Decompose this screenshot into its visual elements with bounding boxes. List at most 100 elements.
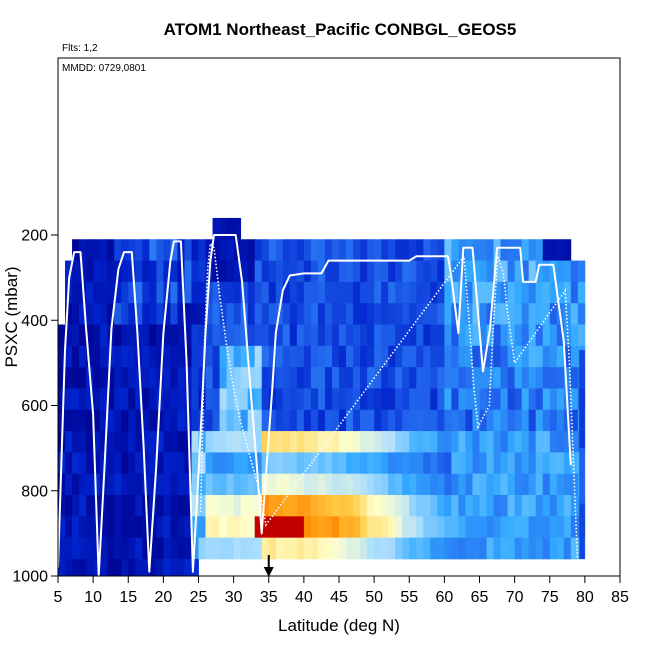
heatmap-cell (191, 367, 199, 389)
heatmap-cell (451, 388, 459, 411)
heatmap-cell (409, 345, 417, 368)
heatmap-cell (381, 452, 389, 475)
heatmap-cell (72, 558, 80, 577)
heatmap-cell (500, 239, 508, 261)
heatmap-cell (556, 431, 565, 453)
heatmap-cell (493, 367, 501, 389)
heatmap-cell (324, 537, 333, 560)
heatmap-cell (184, 324, 192, 347)
heatmap-cell (233, 281, 242, 304)
heatmap-cell (198, 281, 206, 304)
heatmap-cell (324, 367, 333, 389)
heatmap-cell (212, 537, 220, 560)
heatmap-cell (444, 367, 452, 389)
chart-title: ATOM1 Northeast_Pacific CONBGL_GEOS5 (164, 20, 517, 39)
heatmap-cell (268, 409, 277, 432)
heatmap-cell (261, 409, 270, 432)
heatmap-cell (563, 495, 572, 517)
heatmap-cell (416, 516, 424, 539)
heatmap-cell (437, 367, 445, 389)
heatmap-cell (388, 431, 396, 453)
heatmap-cell (500, 452, 508, 475)
heatmap-cell (303, 303, 312, 325)
heatmap-cell (367, 495, 375, 517)
heatmap-cell (430, 324, 438, 347)
heatmap-cell (177, 537, 185, 560)
heatmap-cell (395, 537, 403, 560)
heatmap-cell (381, 281, 389, 304)
heatmap-cell (500, 303, 508, 325)
heatmap-cell (579, 388, 585, 449)
heatmap-cell (514, 367, 523, 389)
heatmap-cell (240, 324, 249, 347)
heatmap-cell (542, 281, 551, 304)
heatmap-cell (58, 473, 66, 496)
heatmap-cell (542, 260, 551, 283)
heatmap-cell (381, 388, 389, 411)
heatmap-cell (219, 345, 227, 368)
heatmap-cell (423, 239, 431, 261)
x-tick-label: 45 (330, 589, 348, 606)
heatmap-cell (486, 345, 494, 368)
heatmap-cell (549, 367, 558, 389)
heatmap-cell (247, 260, 256, 283)
heatmap-cell (58, 367, 66, 389)
heatmap-cell (423, 345, 431, 368)
heatmap-cell (191, 452, 199, 475)
heatmap-cell (360, 537, 368, 560)
heatmap-cell (409, 239, 417, 261)
heatmap-cell (346, 260, 354, 283)
heatmap-cell (163, 473, 171, 496)
heatmap-cell (542, 367, 551, 389)
heatmap-cell (353, 303, 361, 325)
heatmap-cell (374, 409, 382, 432)
heatmap-cell (444, 303, 452, 325)
heatmap-cell (402, 409, 410, 432)
heatmap-cell (542, 495, 551, 517)
heatmap-cell (296, 303, 305, 325)
heatmap-cell (170, 452, 178, 475)
heatmap-cell (233, 431, 242, 453)
heatmap-cell (507, 409, 516, 432)
heatmap-cell (289, 452, 298, 475)
heatmap-cell (458, 431, 466, 453)
heatmap-cell (465, 495, 473, 517)
heatmap-cell (528, 303, 537, 325)
x-tick-label: 60 (435, 589, 453, 606)
heatmap-cell (79, 537, 87, 560)
heatmap-cell (395, 431, 403, 453)
heatmap-cell (339, 388, 347, 411)
heatmap-cell (86, 516, 94, 539)
heatmap-cell (444, 324, 452, 347)
heatmap-cell (58, 345, 66, 368)
heatmap-cell (317, 495, 326, 517)
heatmap-cell (100, 558, 108, 577)
heatmap-cell (107, 367, 115, 389)
heatmap-cell (339, 303, 347, 325)
heatmap-cell (374, 345, 382, 368)
heatmap-cell (184, 452, 192, 475)
heatmap-cell (479, 388, 487, 411)
heatmap-cell (275, 281, 284, 304)
heatmap-cell (226, 516, 235, 539)
heatmap-cell (226, 303, 235, 325)
heatmap-cell (465, 281, 473, 304)
heatmap-cell (58, 516, 66, 539)
heatmap-cell (430, 537, 438, 560)
heatmap-cell (388, 281, 396, 304)
heatmap-cell (219, 388, 227, 411)
heatmap-cell (430, 388, 438, 411)
heatmap-cell (570, 537, 579, 560)
heatmap-cell (339, 537, 347, 560)
heatmap-cell (142, 516, 150, 539)
heatmap-cell (437, 388, 445, 411)
heatmap-cell (303, 516, 312, 539)
heatmap-cell (317, 239, 326, 261)
heatmap-cell (507, 473, 516, 496)
heatmap-cell (303, 367, 312, 389)
heatmap-cell (261, 239, 270, 261)
flight-track-dotted (199, 241, 579, 572)
heatmap-cell (128, 260, 136, 283)
heatmap-cell (219, 324, 227, 347)
heatmap-cell (514, 537, 523, 560)
